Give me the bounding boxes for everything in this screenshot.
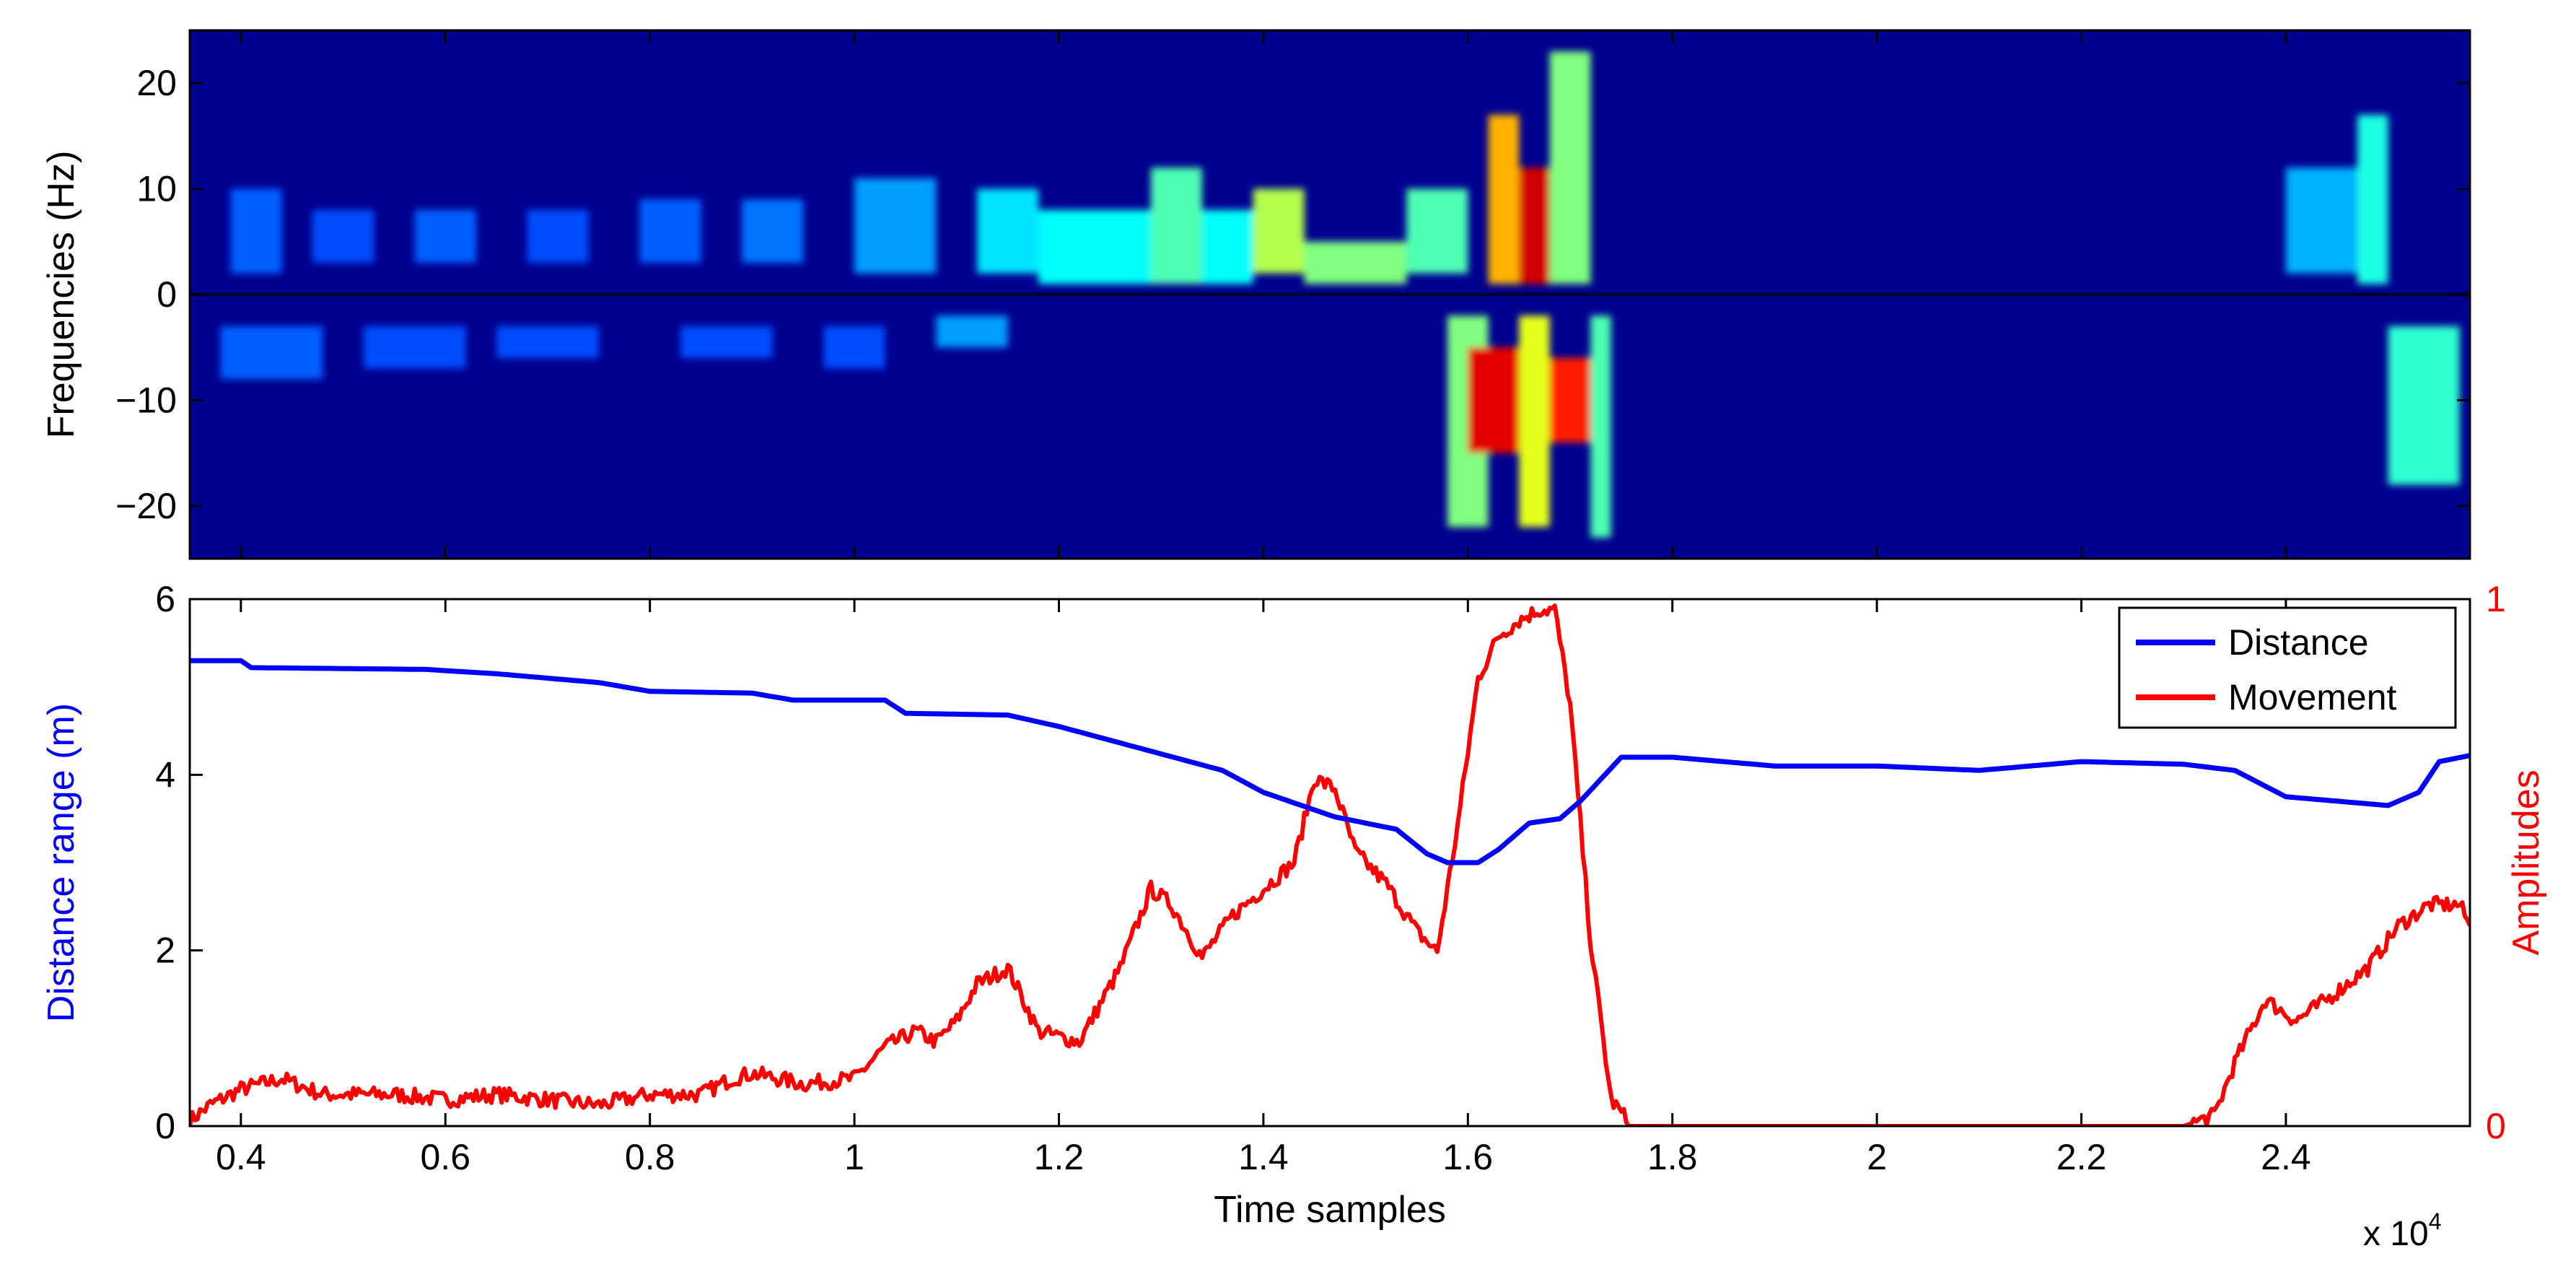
spectrogram-cell — [1151, 167, 1202, 284]
spectrogram-cell — [1549, 357, 1591, 442]
line-chart-x-ticks: 0.4 0.6 0.8 1 1.2 1.4 1.6 1.8 2 2.2 2.4 — [216, 599, 2311, 1177]
spectrogram-y-ticks: 20 10 0 −10 −20 — [115, 30, 2470, 559]
x-tick-label: 0.8 — [625, 1137, 675, 1177]
spectrogram-y-tick-label: −20 — [115, 486, 177, 526]
spectrogram-y-tick-label: −10 — [115, 380, 177, 420]
x-tick-label: 2.4 — [2261, 1137, 2311, 1177]
x-tick-label: 2 — [1867, 1137, 1887, 1177]
spectrogram-cell — [1253, 188, 1305, 274]
legend-distance-label: Distance — [2228, 622, 2369, 663]
spectrogram-cell — [230, 188, 282, 274]
spectrogram-cell — [742, 199, 804, 263]
spectrogram-cell — [1549, 51, 1591, 284]
line-chart-right-y-ticks: 01 — [2457, 579, 2506, 1146]
legend: Distance Movement — [2118, 606, 2457, 729]
legend-movement-label: Movement — [2228, 677, 2397, 718]
x-axis-multiplier-base: x 10 — [2363, 1215, 2429, 1253]
line-chart-frame — [188, 598, 2471, 1128]
spectrogram-cell — [1488, 115, 1520, 284]
spectrogram-cell — [496, 326, 599, 358]
spectrogram-cell — [1038, 209, 1152, 284]
spectrogram-cell — [977, 188, 1039, 274]
x-tick-label: 1.2 — [1034, 1137, 1085, 1177]
spectrogram-y-tick-label: 10 — [136, 169, 177, 209]
spectrogram-cell — [854, 178, 937, 274]
spectrogram-y-tick-label: 0 — [157, 274, 177, 315]
spectrogram-cell — [1201, 209, 1253, 284]
spectrogram-cell — [1519, 315, 1550, 528]
line-chart-left-y-ticks: 0 2 4 6 — [155, 579, 203, 1146]
x-tick-label: 1.8 — [1647, 1137, 1698, 1177]
spectrogram-cells — [220, 51, 2460, 538]
right-y-axis-label: Amplitudes — [2505, 769, 2547, 955]
spectrogram-cell — [1406, 188, 1468, 274]
legend-box — [2118, 606, 2457, 729]
x-tick-label: 0.6 — [421, 1137, 471, 1177]
right-y-tick-label: 0 — [2486, 1106, 2506, 1146]
x-axis-label: Time samples — [1214, 1189, 1446, 1231]
spectrogram-cell — [2357, 115, 2388, 284]
x-tick-label: 0.4 — [216, 1137, 266, 1177]
right-y-tick-label: 1 — [2486, 579, 2506, 619]
spectrogram-cell — [2388, 326, 2460, 485]
movement-series-line — [190, 603, 2470, 1126]
x-tick-label: 1 — [844, 1137, 864, 1177]
spectrogram-cell — [936, 315, 1008, 348]
left-y-tick-label: 4 — [155, 754, 175, 795]
spectrogram-cell — [220, 326, 323, 380]
x-axis-multiplier-exponent: 4 — [2429, 1208, 2442, 1234]
spectrogram-cell — [2285, 167, 2358, 274]
x-tick-label: 1.4 — [1238, 1137, 1289, 1177]
x-tick-label: 1.6 — [1443, 1137, 1494, 1177]
spectrogram-cell — [312, 209, 374, 263]
line-chart-background — [190, 599, 2470, 1126]
x-axis-multiplier: x 104 — [2363, 1208, 2442, 1253]
spectrogram-cell — [680, 326, 773, 358]
spectrogram-cell — [363, 326, 466, 369]
left-y-tick-label: 0 — [155, 1106, 175, 1146]
spectrogram-cell — [1519, 167, 1550, 284]
left-y-axis-label: Distance range (m) — [40, 703, 82, 1022]
spectrogram-cell — [639, 199, 701, 263]
x-tick-label: 2.2 — [2056, 1137, 2107, 1177]
spectrogram-y-axis-label: Frequencies (Hz) — [40, 151, 82, 439]
left-y-tick-label: 6 — [155, 579, 175, 619]
spectrogram-cell — [823, 326, 885, 369]
spectrogram-cell — [414, 209, 476, 263]
spectrogram-cell — [1468, 347, 1520, 453]
spectrogram-cell — [1590, 315, 1611, 538]
spectrogram-panel: 20 10 0 −10 −20 Frequencies (Hz) — [40, 29, 2471, 560]
distance-series-line — [190, 658, 2470, 865]
spectrogram-y-tick-label: 20 — [136, 63, 177, 103]
spectrogram-cell — [527, 209, 589, 263]
left-y-tick-label: 2 — [155, 930, 175, 971]
spectrogram-cell — [1304, 241, 1407, 284]
